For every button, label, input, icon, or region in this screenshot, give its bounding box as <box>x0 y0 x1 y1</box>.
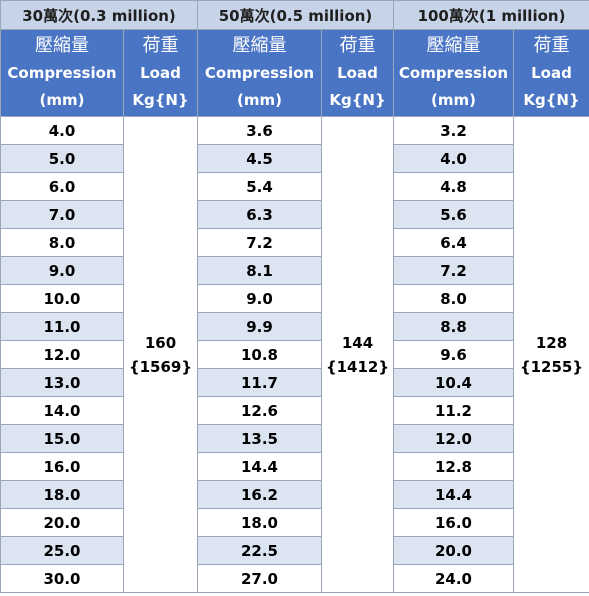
table-row: 18.0 16.2 14.4 <box>0 480 589 509</box>
compression-cell: 22.5 <box>197 536 322 565</box>
compression-cell: 7.2 <box>197 228 322 257</box>
compression-cell: 9.6 <box>393 340 514 369</box>
load-header-1: 荷重 Load Kg{N} <box>321 29 394 117</box>
compression-cell: 8.8 <box>393 312 514 341</box>
table-row: 8.0 7.2 6.4 <box>0 228 589 257</box>
group-title-0: 30萬次(0.3 million) <box>0 0 198 30</box>
compression-cell: 10.8 <box>197 340 322 369</box>
compression-cell: 14.4 <box>393 480 514 509</box>
compression-cell: 15.0 <box>0 424 124 453</box>
table-row: 6.0 5.4 4.8 <box>0 172 589 201</box>
compression-cell: 5.6 <box>393 200 514 229</box>
compression-cell: 8.0 <box>0 228 124 257</box>
load-kg-value: 160 <box>144 333 177 352</box>
compression-header-2: 壓縮量 Compression (mm) <box>393 29 514 117</box>
group-title-2: 100萬次(1 million) <box>393 0 589 30</box>
table-row: 20.0 18.0 16.0 <box>0 508 589 537</box>
table-row: 30.0 27.0 24.0 <box>0 564 589 593</box>
compression-header-1: 壓縮量 Compression (mm) <box>197 29 322 117</box>
table-row: 7.0 6.3 5.6 <box>0 200 589 229</box>
compression-cell: 25.0 <box>0 536 124 565</box>
table-row: 14.0 12.6 11.2 <box>0 396 589 425</box>
table-row: 11.0 9.9 8.8 <box>0 312 589 341</box>
compression-cell: 4.0 <box>0 116 124 145</box>
compression-cell: 16.2 <box>197 480 322 509</box>
load-cell-0: 160 {1569} <box>123 116 198 593</box>
table-row: 5.0 4.5 4.0 <box>0 144 589 173</box>
table-row: 9.0 8.1 7.2 <box>0 256 589 285</box>
compression-cell: 30.0 <box>0 564 124 593</box>
compression-cell: 14.4 <box>197 452 322 481</box>
compression-cell: 16.0 <box>393 508 514 537</box>
table-body: 4.0 160 {1569} 3.6 144 {1412} 3.2 128 {1255} 5.0 4… <box>0 116 589 593</box>
table-row: 12.0 10.8 9.6 <box>0 340 589 369</box>
compression-cell: 18.0 <box>0 480 124 509</box>
compression-cell: 7.0 <box>0 200 124 229</box>
compression-cell: 3.2 <box>393 116 514 145</box>
table-row: 25.0 22.5 20.0 <box>0 536 589 565</box>
column-header-row: 壓縮量 Compression (mm) 荷重 Load Kg{N} 壓縮量 Compre… <box>0 29 589 117</box>
load-cell-2: 128 {1255} <box>513 116 589 593</box>
compression-cell: 16.0 <box>0 452 124 481</box>
compression-cell: 13.5 <box>197 424 322 453</box>
compression-cell: 11.2 <box>393 396 514 425</box>
compression-cell: 4.8 <box>393 172 514 201</box>
compression-cell: 11.7 <box>197 368 322 397</box>
compression-cell: 7.2 <box>393 256 514 285</box>
compression-cell: 4.0 <box>393 144 514 173</box>
compression-cell: 5.0 <box>0 144 124 173</box>
compression-cell: 11.0 <box>0 312 124 341</box>
compression-cell: 5.4 <box>197 172 322 201</box>
compression-cell: 20.0 <box>393 536 514 565</box>
group-title-1: 50萬次(0.5 million) <box>197 0 394 30</box>
load-header-2: 荷重 Load Kg{N} <box>513 29 589 117</box>
compression-cell: 8.0 <box>393 284 514 313</box>
load-kg-value: 128 <box>535 333 568 352</box>
table-row: 13.0 11.7 10.4 <box>0 368 589 397</box>
compression-cell: 12.6 <box>197 396 322 425</box>
compression-cell: 8.1 <box>197 256 322 285</box>
compression-cell: 3.6 <box>197 116 322 145</box>
compression-cell: 9.0 <box>197 284 322 313</box>
compression-header-0: 壓縮量 Compression (mm) <box>0 29 124 117</box>
load-newton-value: {1412} <box>325 357 390 376</box>
load-cell-1: 144 {1412} <box>321 116 394 593</box>
compression-cell: 6.0 <box>0 172 124 201</box>
load-kg-value: 144 <box>341 333 374 352</box>
compression-cell: 13.0 <box>0 368 124 397</box>
compression-cell: 18.0 <box>197 508 322 537</box>
table-row: 10.0 9.0 8.0 <box>0 284 589 313</box>
compression-cell: 12.0 <box>393 424 514 453</box>
table-row: 16.0 14.4 12.8 <box>0 452 589 481</box>
load-newton-value: {1569} <box>128 357 193 376</box>
compression-cell: 6.3 <box>197 200 322 229</box>
compression-cell: 24.0 <box>393 564 514 593</box>
table-row: 4.0 160 {1569} 3.6 144 {1412} 3.2 128 {1255} <box>0 116 589 593</box>
group-header-row: 30萬次(0.3 million) 50萬次(0.5 million) 100萬… <box>0 0 589 30</box>
compression-cell: 12.0 <box>0 340 124 369</box>
load-header-0: 荷重 Load Kg{N} <box>123 29 198 117</box>
load-newton-value: {1255} <box>519 357 584 376</box>
compression-cell: 20.0 <box>0 508 124 537</box>
compression-cell: 9.0 <box>0 256 124 285</box>
compression-cell: 4.5 <box>197 144 322 173</box>
table-row: 15.0 13.5 12.0 <box>0 424 589 453</box>
compression-cell: 27.0 <box>197 564 322 593</box>
compression-cell: 14.0 <box>0 396 124 425</box>
compression-cell: 10.0 <box>0 284 124 313</box>
compression-cell: 10.4 <box>393 368 514 397</box>
compression-cell: 9.9 <box>197 312 322 341</box>
compression-cell: 12.8 <box>393 452 514 481</box>
compression-cell: 6.4 <box>393 228 514 257</box>
